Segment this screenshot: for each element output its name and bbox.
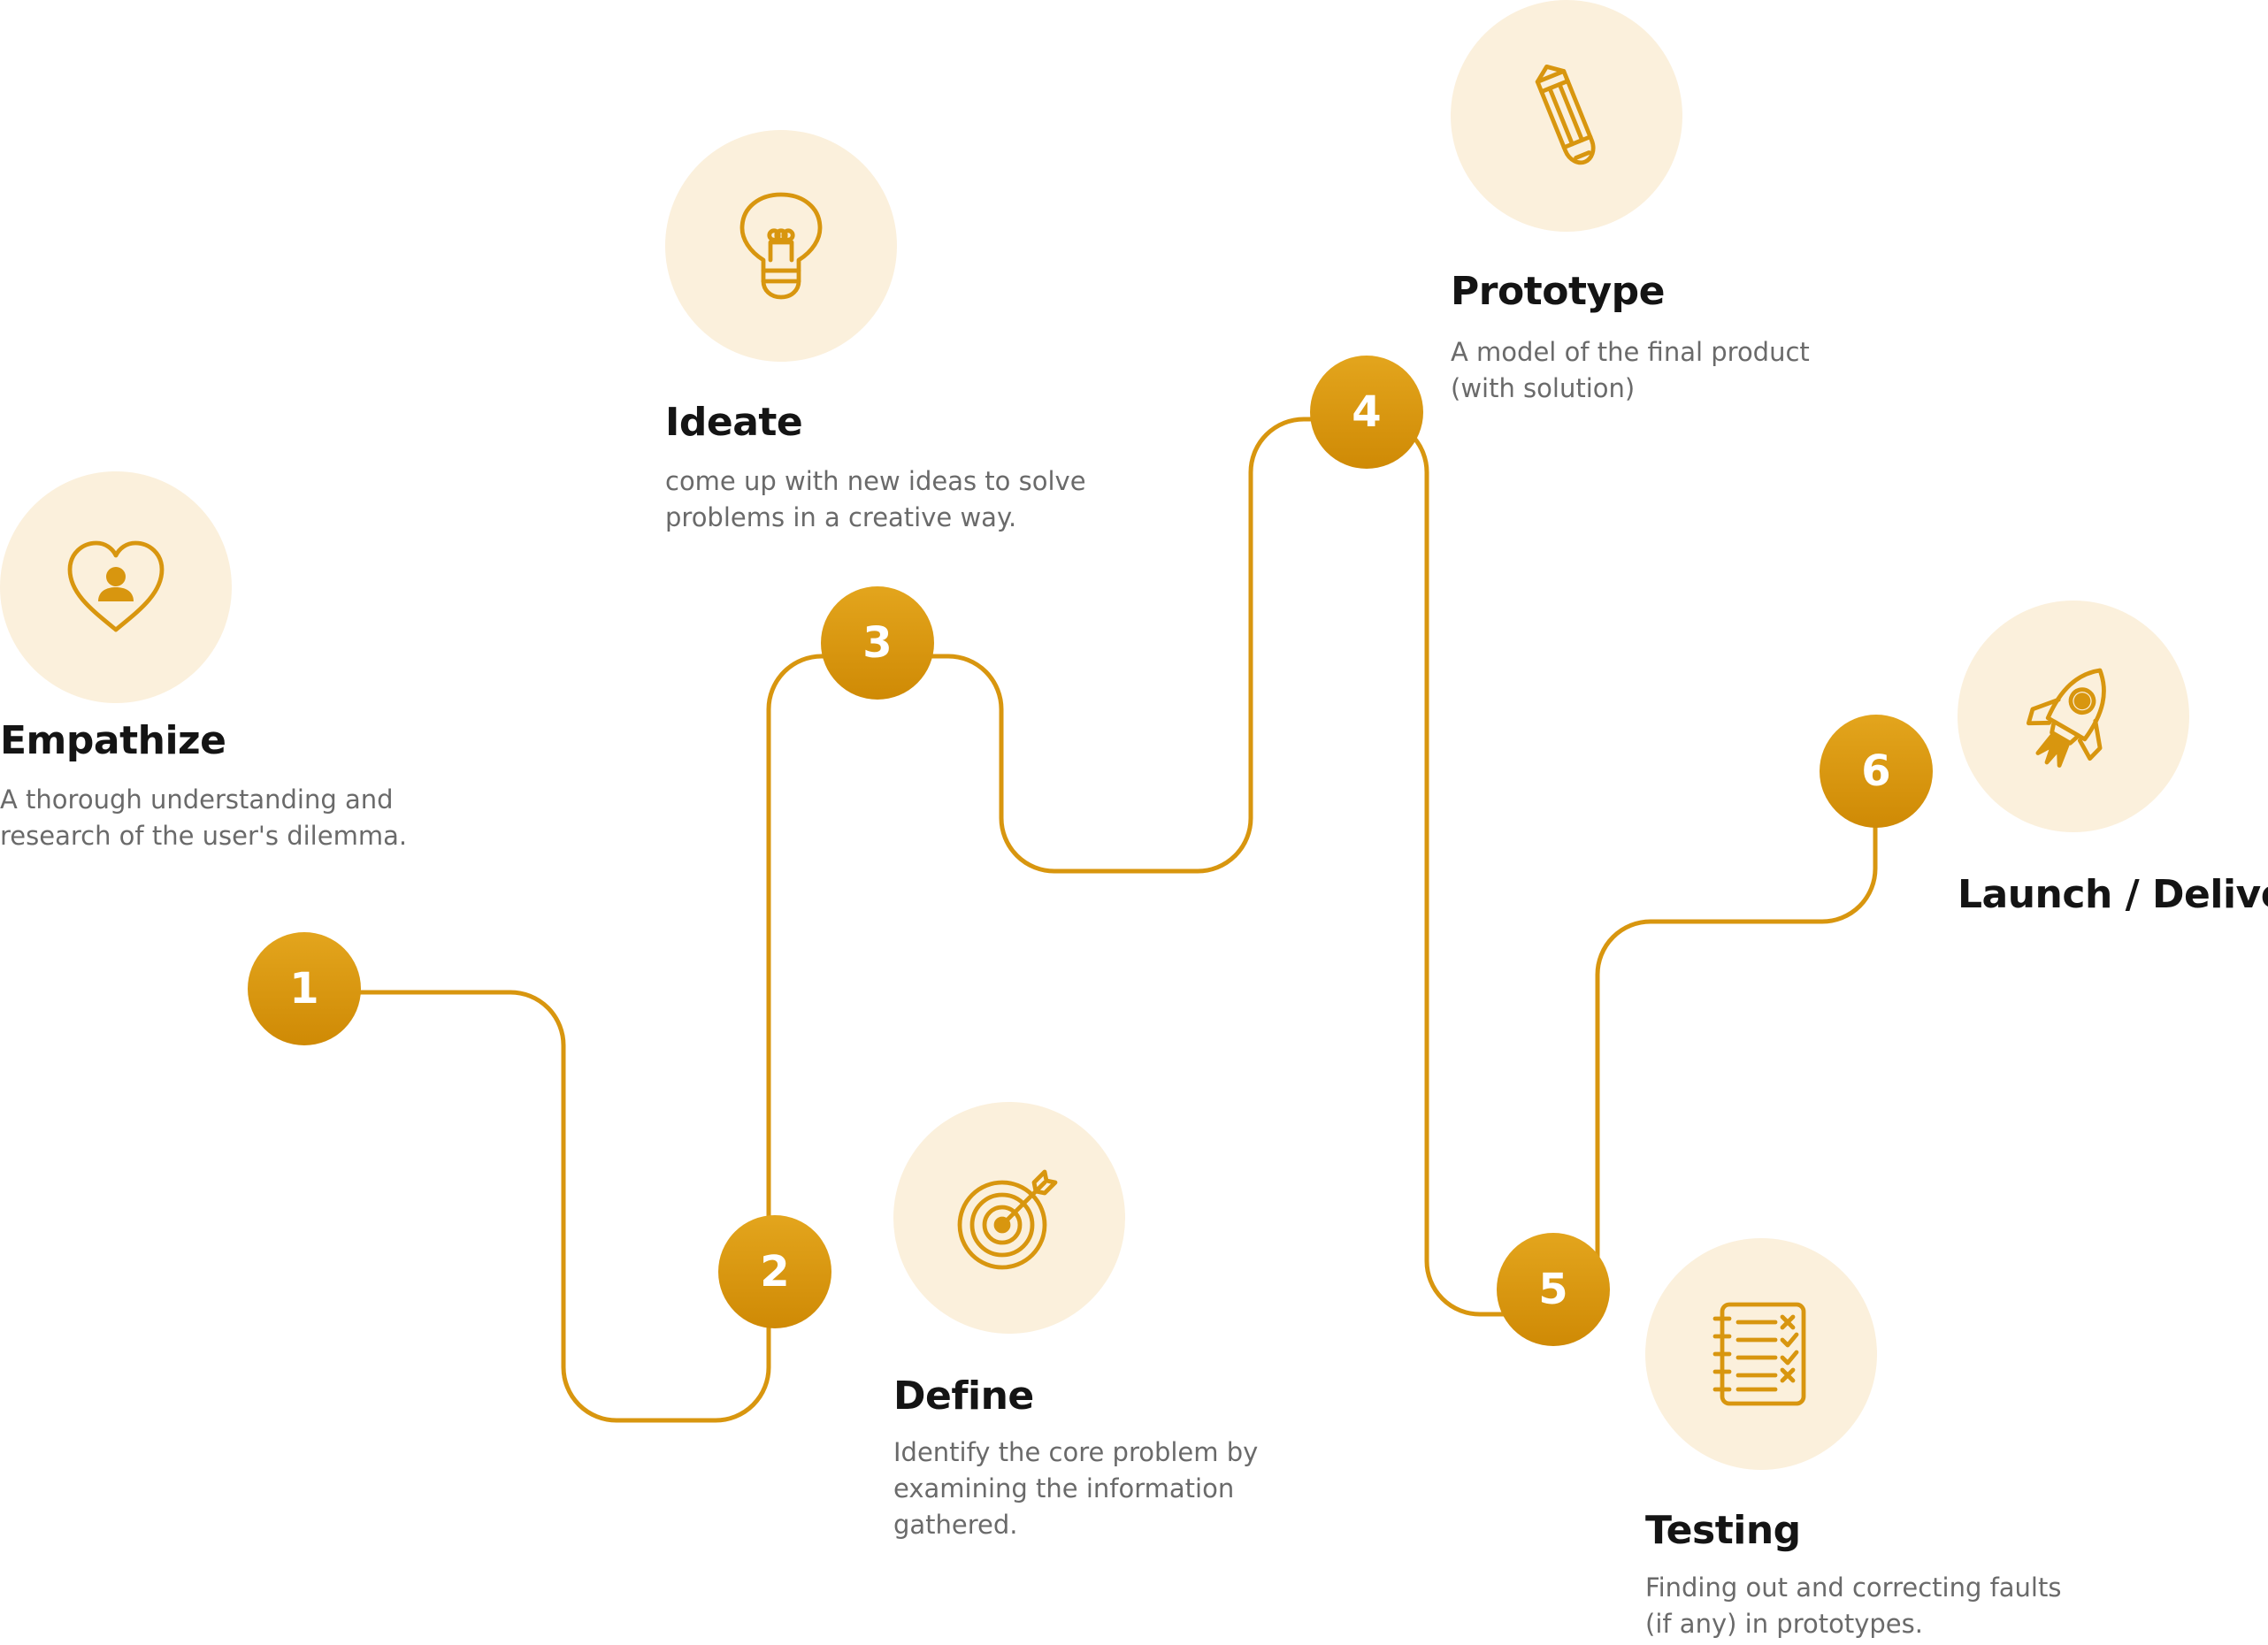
- testing-icon-circle: [1645, 1238, 1877, 1470]
- description-line: (if any) in prototypes.: [1645, 1609, 1923, 1639]
- description-line: come up with new ideas to solve: [665, 466, 1086, 496]
- empathize-icon-circle: [0, 471, 232, 703]
- step-title-testing: Testing: [1645, 1508, 1801, 1553]
- pencil-icon: [1535, 64, 1596, 165]
- step-title-launch-deliver: Launch / Deliver: [1958, 872, 2268, 917]
- step-title-prototype: Prototype: [1451, 269, 1666, 314]
- define-icon-circle: [893, 1102, 1125, 1334]
- description-line: research of the user's dilemma.: [0, 821, 408, 851]
- step-description-testing: Finding out and correcting faults (if an…: [1645, 1570, 2061, 1642]
- step-number-6: 6: [1820, 715, 1933, 828]
- description-line: Identify the core problem by: [893, 1437, 1259, 1467]
- step-description-define: Identify the core problem by examining t…: [893, 1435, 1258, 1543]
- lightbulb-icon: [739, 192, 823, 300]
- step-number-4: 4: [1310, 356, 1423, 469]
- step-description-ideate: come up with new ideas to solve problems…: [665, 463, 1086, 536]
- step-description-prototype: A model of the final product (with solut…: [1451, 334, 1810, 407]
- description-line: A model of the final product: [1451, 337, 1810, 367]
- step-number-2: 2: [718, 1215, 831, 1328]
- target-icon: [957, 1169, 1058, 1270]
- step-number-3: 3: [821, 586, 934, 700]
- description-line: gathered.: [893, 1510, 1018, 1540]
- step-description-empathize: A thorough understanding and research of…: [0, 782, 407, 854]
- launch-icon-circle: [1958, 601, 2189, 832]
- step-title-empathize: Empathize: [0, 718, 226, 763]
- step-title-ideate: Ideate: [665, 400, 803, 445]
- description-line: problems in a creative way.: [665, 502, 1017, 532]
- description-line: Finding out and correcting faults: [1645, 1572, 2062, 1603]
- rocket-icon: [2026, 668, 2106, 768]
- step-number-1: 1: [248, 932, 361, 1045]
- description-line: (with solution): [1451, 373, 1636, 403]
- description-line: examining the information: [893, 1473, 1235, 1503]
- description-line: A thorough understanding and: [0, 784, 394, 815]
- prototype-icon-circle: [1451, 0, 1682, 232]
- ideate-icon-circle: [665, 130, 897, 362]
- step-title-define: Define: [893, 1373, 1034, 1419]
- step-number-5: 5: [1497, 1233, 1610, 1346]
- checklist-icon: [1712, 1302, 1806, 1406]
- heart-user-icon: [67, 540, 165, 632]
